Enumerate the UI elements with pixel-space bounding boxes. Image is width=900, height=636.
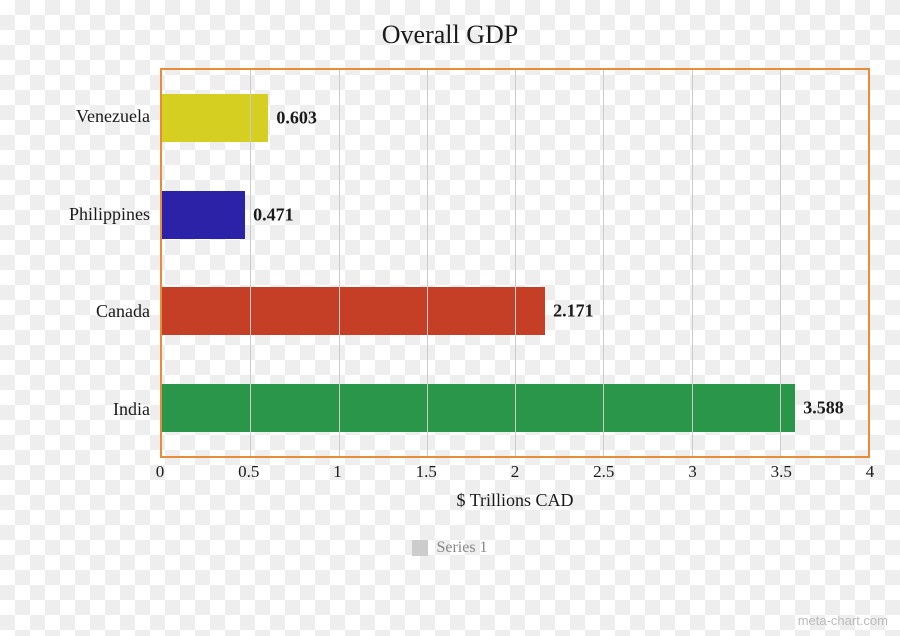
x-tick-label: 1.5 bbox=[416, 462, 437, 482]
legend-swatch bbox=[412, 540, 428, 556]
y-category-label: Canada bbox=[96, 301, 150, 322]
x-tick-label: 2 bbox=[511, 462, 520, 482]
watermark: meta-chart.com bbox=[798, 613, 888, 628]
y-category-label: Philippines bbox=[69, 204, 150, 225]
gridline bbox=[515, 70, 516, 456]
bar-india: 3.588 bbox=[162, 384, 795, 432]
bar-value-label: 2.171 bbox=[545, 301, 594, 322]
bar-value-label: 0.471 bbox=[245, 204, 294, 225]
bar-value-label: 3.588 bbox=[795, 397, 844, 418]
x-tick-label: 3.5 bbox=[771, 462, 792, 482]
x-tick-label: 4 bbox=[866, 462, 875, 482]
x-axis-row: 00.511.522.533.54 bbox=[30, 458, 870, 486]
y-category-label: India bbox=[113, 399, 150, 420]
x-tick-label: 1 bbox=[333, 462, 342, 482]
gridline bbox=[250, 70, 251, 456]
bar-canada: 2.171 bbox=[162, 287, 545, 335]
y-axis-labels: Venezuela Philippines Canada India bbox=[30, 68, 160, 458]
gridline bbox=[603, 70, 604, 456]
x-label-row: $ Trillions CAD bbox=[30, 486, 870, 511]
gridline bbox=[780, 70, 781, 456]
x-tick-label: 2.5 bbox=[593, 462, 614, 482]
plot-row: Venezuela Philippines Canada India 0.603… bbox=[30, 68, 870, 458]
chart-title: Overall GDP bbox=[30, 20, 870, 50]
chart-container: Overall GDP Venezuela Philippines Canada… bbox=[30, 20, 870, 606]
x-tick-label: 0.5 bbox=[238, 462, 259, 482]
gridline bbox=[339, 70, 340, 456]
legend-label: Series 1 bbox=[436, 539, 487, 557]
bar-value-label: 0.603 bbox=[268, 108, 317, 129]
x-tick-label: 3 bbox=[688, 462, 697, 482]
x-tick-label: 0 bbox=[156, 462, 165, 482]
gridline bbox=[427, 70, 428, 456]
y-category-label: Venezuela bbox=[76, 106, 150, 127]
bar-philippines: 0.471 bbox=[162, 191, 245, 239]
x-axis-label: $ Trillions CAD bbox=[160, 490, 870, 511]
x-axis: 00.511.522.533.54 bbox=[160, 458, 870, 486]
bar-venezuela: 0.603 bbox=[162, 94, 268, 142]
gridline bbox=[692, 70, 693, 456]
plot-area: 0.603 0.471 2.171 3.588 bbox=[160, 68, 870, 458]
legend: Series 1 bbox=[30, 539, 870, 557]
